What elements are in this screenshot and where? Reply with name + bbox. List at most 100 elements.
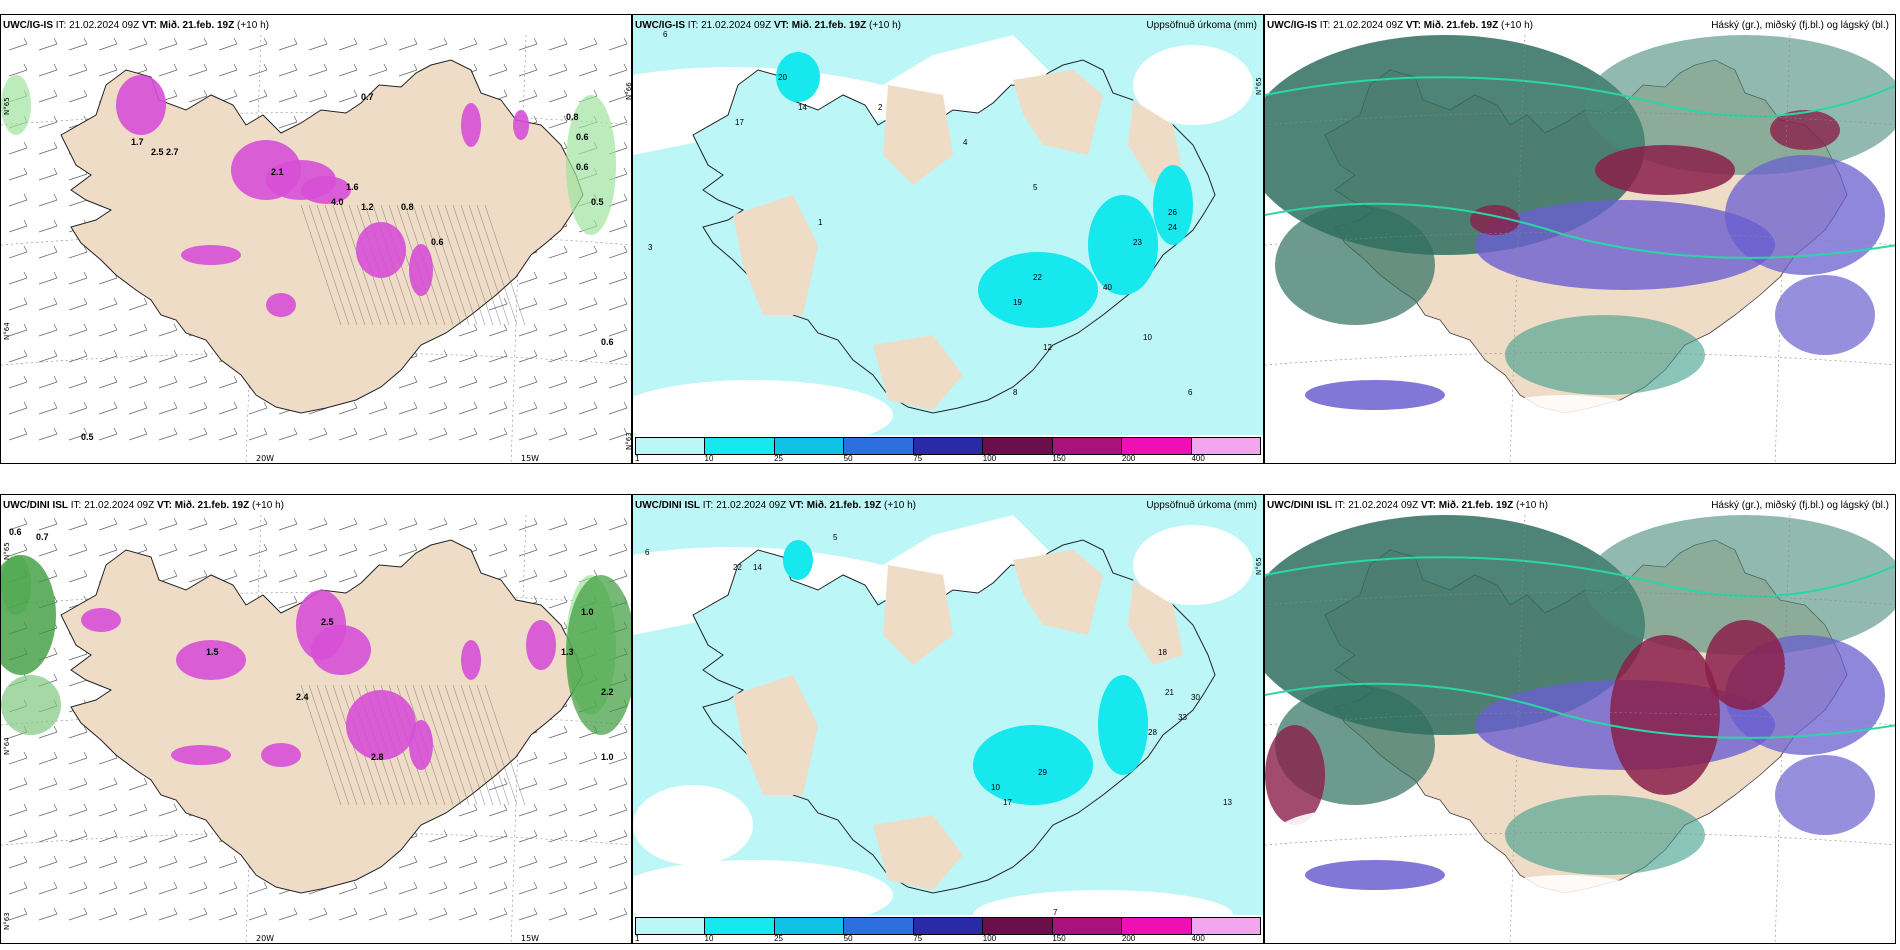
run-info: UWC/DINI ISL IT: 21.02.2024 09Z VT: Mið.… [3,500,284,511]
map-value: 2.2 [601,687,614,697]
map-value: 2 [878,103,883,112]
colorbar-segment [636,438,706,454]
colorbar-swatches [635,437,1261,455]
field-blob [116,75,166,135]
colorbar-segment [774,918,845,934]
field-blob [566,95,616,235]
field-blob [1305,380,1445,410]
colorbar-segment [1122,918,1192,934]
vt-value: Mið. 21.feb. 19Z [806,500,882,511]
colorbar-tick-label: 25 [774,454,784,463]
precip-colorbar: 1 10 25 50 75 100 150 200 400 [633,915,1263,943]
field-blob [301,176,351,204]
field-blob [1485,395,1645,435]
field-blob [566,575,631,735]
no-precip-land [733,550,1183,890]
field-blob [1485,875,1645,915]
colorbar-tick-label: 200 [1121,454,1136,463]
it-value: 21.02.2024 09Z [701,20,772,31]
colorbar-segment [705,438,775,454]
map-value: 26 [1168,208,1177,217]
map-value: 8 [1013,388,1018,397]
product-title: Uppsöfnuð úrkoma (mm) [1146,20,1257,31]
lead-time: (+10 h) [1501,20,1533,31]
colorbar-tick-label: 150 [1052,934,1066,943]
panel-header: UWC/IG-IS IT: 21.02.2024 09Z VT: Mið. 21… [1265,15,1895,37]
field-blob [409,244,433,296]
run-info: UWC/IG-IS IT: 21.02.2024 09Z VT: Mið. 21… [635,20,901,31]
colorbar-tick-label: 10 [704,934,714,943]
it-value: 21.02.2024 09Z [69,20,140,31]
colorbar-segment [636,918,706,934]
panel-header: UWC/DINI ISL IT: 21.02.2024 09Z VT: Mið.… [1265,495,1895,517]
map-value: 6 [1188,388,1193,397]
colorbar-segment [1052,438,1123,454]
field-blob [1,555,56,675]
map-value-labels: 0.6 0.7 2.5 2.4 1.5 2.8 1.0 1.3 2.2 1.0 [9,527,614,762]
colorbar-tick-label: 1 [635,454,640,463]
map-value: 1.3 [561,647,574,657]
field-blob [1775,275,1875,355]
map-panel-precip-ig: 6 1 3 20 14 17 2 4 5 26 24 23 40 22 19 12 10 8 6 N°65 1 10 25 5… [632,14,1264,464]
colorbar-tick-label: 100 [982,934,997,943]
colorbar-ticks: 1 10 25 50 75 100 150 200 400 [635,454,1261,463]
field-blob [1505,795,1705,875]
field-blob [1,75,31,135]
colorbar-tick-label: 50 [843,454,853,463]
map-value: 0.8 [566,112,579,122]
longitude-label: 20W [256,934,274,943]
map-value: 18 [1158,648,1167,657]
field-blob [81,608,121,632]
heavy-precip [783,540,1148,805]
field-blob [1595,145,1735,195]
panel-header: UWC/IG-IS IT: 21.02.2024 09Z VT: Mið. 21… [633,15,1263,37]
map-value: 5 [833,533,838,542]
it-label: IT: [1319,20,1331,31]
map-value: 0.6 [431,237,444,247]
product-title: Háský (gr.), miðský (fj.bl.) og lágský (… [1711,500,1889,511]
map-canvas: 0.6 0.7 2.5 2.4 1.5 2.8 1.0 1.3 2.2 1.0 N°65 N°64 N°… [1,495,631,943]
field-blob [526,620,556,670]
graticule [1265,34,1895,463]
it-value: 21.02.2024 09Z [716,500,787,511]
field-blob [1305,860,1445,890]
map-value: 1.5 [206,647,219,657]
field-blob [1725,155,1885,275]
latitude-label: N°64 [3,322,11,340]
panel-header: UWC/DINI ISL IT: 21.02.2024 09Z VT: Mið.… [1,495,631,517]
gust-fields [1,75,616,317]
colorbar-ticks: 1 10 25 50 75 100 150 200 400 [635,934,1261,943]
map-value: 14 [753,563,762,572]
it-value: 21.02.2024 09Z [1348,500,1419,511]
field-blob [1275,205,1435,325]
vt-label: VT: [156,500,172,511]
latitude-label: N°63 [625,432,632,450]
field-blob [1610,635,1720,795]
map-value: 2.7 [166,147,179,157]
cloud-layers [1265,35,1895,435]
vt-label: VT: [1405,20,1421,31]
run-info: UWC/IG-IS IT: 21.02.2024 09Z VT: Mið. 21… [3,20,269,31]
map-value: 0.7 [36,532,49,542]
field-blob [311,625,371,675]
colorbar-segment [844,438,914,454]
map-value: 1.6 [346,182,359,192]
map-panel-precip-dini: 5 6 22 14 18 21 30 33 28 29 17 13 10 7 N°65 1 10 25 50 75 10… [632,494,1264,944]
map-value: 0.6 [576,132,589,142]
map-value: 6 [645,548,650,557]
no-precip-land [733,70,1183,410]
field-blob [1,675,61,735]
map-value: 2.8 [371,752,384,762]
map-value: 6 [663,30,668,39]
model-name: UWC/IG-IS [1267,20,1317,31]
precip-colorbar: 1 10 25 50 75 100 150 200 400 [633,435,1263,463]
map-value: 0.6 [9,527,22,537]
colorbar-tick-label: 150 [1052,454,1066,463]
map-value: 10 [991,783,1000,792]
colorbar-segment [1122,438,1192,454]
map-panel-wind-ig: 0.7 0.6 0.8 0.6 0.5 0.6 1.7 2.5 2.7 2.1 1.6 1.2 4.0 0… [0,14,632,464]
field-blob [1475,200,1775,290]
lead-time: (+10 h) [869,20,901,31]
it-value: 21.02.2024 09Z [1333,20,1404,31]
